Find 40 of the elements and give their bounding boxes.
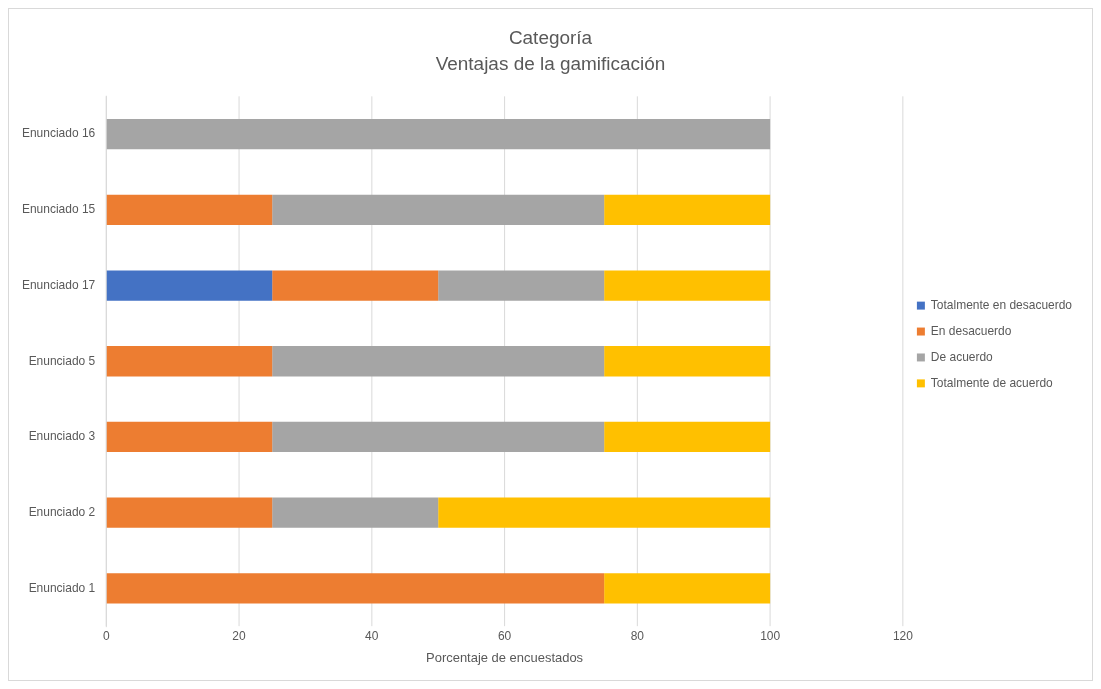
legend-label: Totalmente en desacuerdo [930, 297, 1073, 312]
y-tick-label: Enunciado 1 [28, 580, 96, 595]
bar [438, 497, 771, 528]
x-tick-label: 40 [365, 628, 379, 643]
legend-label: De acuerdo [930, 349, 994, 364]
legend-label: Totalmente de acuerdo [930, 375, 1054, 390]
y-tick-label: Enunciado 16 [21, 126, 96, 141]
bar [106, 270, 273, 301]
bar [272, 194, 605, 226]
bar [106, 119, 771, 150]
x-tick-label: 80 [630, 628, 645, 643]
bar [604, 573, 771, 604]
bar [272, 270, 439, 301]
bar [604, 421, 771, 453]
x-tick-label: 60 [497, 628, 512, 643]
bar [272, 497, 439, 528]
bar [106, 573, 605, 604]
x-tick-label: 20 [232, 628, 246, 643]
bar [106, 421, 273, 453]
chart-subtitle: Ventajas de la gamificación [435, 53, 666, 75]
bar [272, 421, 605, 453]
x-tick-label: 120 [892, 628, 914, 643]
bar [106, 346, 273, 377]
x-axis-title: Porcentaje de encuestados [426, 649, 584, 665]
bar [604, 270, 771, 301]
bar [272, 346, 605, 377]
y-tick-label: Enunciado 15 [21, 202, 96, 217]
y-tick-label: Enunciado 3 [28, 429, 96, 444]
x-tick-label: 0 [102, 628, 110, 643]
x-tick-label: 100 [760, 628, 781, 643]
bar [604, 194, 771, 226]
chart-title: Categoría [508, 26, 593, 48]
y-tick-label: Enunciado 5 [28, 353, 96, 368]
bar [438, 270, 605, 301]
bar [604, 346, 771, 377]
bar [106, 194, 273, 226]
legend-label: En desacuerdo [930, 323, 1012, 338]
y-tick-label: Enunciado 17 [21, 277, 96, 292]
y-tick-label: Enunciado 2 [28, 504, 96, 519]
bar [106, 497, 273, 528]
